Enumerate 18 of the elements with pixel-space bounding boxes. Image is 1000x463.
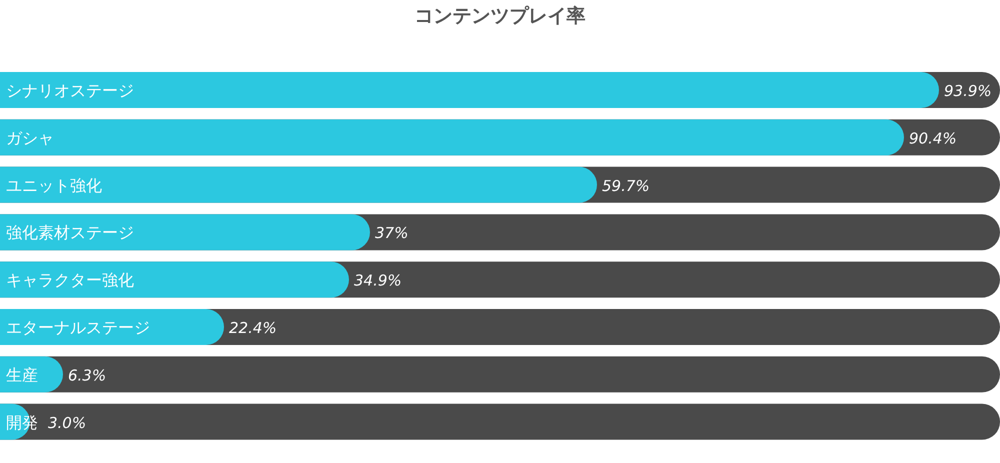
- y-tick-label: シナリオステージ: [6, 81, 134, 100]
- bar: [0, 356, 63, 392]
- data-label: 37%: [375, 224, 408, 242]
- y-tick-label: 生産: [6, 365, 38, 384]
- data-label: 90.4%: [909, 129, 957, 148]
- chart-title: コンテンツプレイ率: [414, 5, 586, 27]
- data-label: 59.7%: [602, 176, 650, 195]
- data-label: 22.4%: [229, 319, 277, 337]
- bar: [0, 309, 224, 345]
- y-tick-label: キャラクター強化: [6, 270, 134, 290]
- data-label: 34.9%: [354, 272, 402, 290]
- y-tick-label: ユニット強化: [6, 176, 102, 195]
- data-label: 6.3%: [68, 366, 106, 384]
- y-tick-label: エターナルステージ: [6, 318, 150, 337]
- y-tick-label: ガシャ: [6, 128, 54, 148]
- data-label: 93.9%: [944, 82, 992, 100]
- data-label: 3.0%: [48, 414, 86, 432]
- y-tick-label: 強化素材ステージ: [6, 223, 134, 242]
